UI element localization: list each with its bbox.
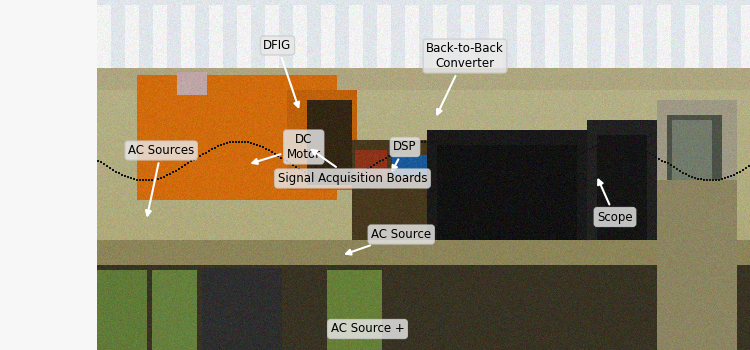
Text: DFIG: DFIG [263, 39, 299, 107]
Text: DSP: DSP [392, 140, 417, 170]
Text: AC Source: AC Source [346, 228, 431, 254]
Text: Scope: Scope [597, 180, 633, 224]
Text: AC Source +: AC Source + [331, 322, 404, 336]
Text: AC Sources: AC Sources [128, 144, 194, 216]
Text: Back-to-Back
Converter: Back-to-Back Converter [426, 42, 504, 114]
Text: DC
Motor: DC Motor [253, 133, 321, 164]
Text: Signal Acquisition Boards: Signal Acquisition Boards [278, 150, 428, 185]
